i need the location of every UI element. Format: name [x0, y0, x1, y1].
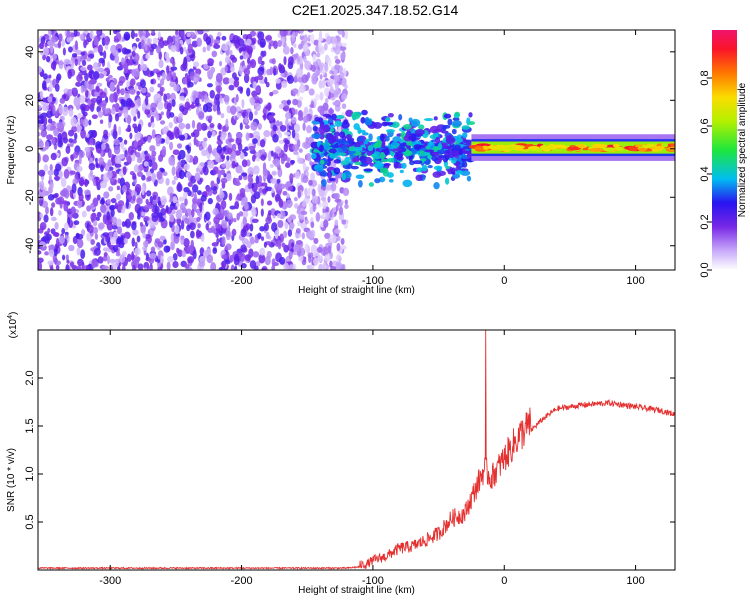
line-y-tick-label: 0.5 — [24, 514, 36, 529]
heatmap-region-signal-band — [468, 134, 675, 161]
line-y-multiplier: (x104) — [7, 312, 19, 339]
colorbar-tick-label: 0.0 — [699, 262, 711, 277]
line-x-tick-label: 100 — [626, 575, 644, 587]
heatmap-y-tick-label: 0 — [24, 146, 36, 152]
heatmap-x-tick-label: -300 — [99, 275, 121, 287]
line-y-axis-label: SNR (10 * v/v) — [6, 448, 17, 512]
colorbar-tick-label: 0.4 — [699, 166, 711, 181]
colorbar — [712, 30, 737, 270]
heatmap-y-tick-label: -20 — [24, 189, 36, 205]
heatmap-region-echoes — [309, 109, 477, 190]
heatmap-x-tick-label: -200 — [231, 275, 253, 287]
line-x-tick-label: 0 — [501, 575, 507, 587]
figure-title: C2E1.2025.347.18.52.G14 — [291, 2, 459, 18]
colorbar-tick-label: 0.6 — [699, 118, 711, 133]
heatmap-x-axis-label: Height of straight line (km) — [298, 285, 415, 296]
line-x-tick-label: -100 — [362, 575, 384, 587]
line-y-multiplier-text: (x104) — [7, 312, 19, 339]
heatmap-y-tick-label: 40 — [24, 46, 36, 58]
line-x-axis-label: Height of straight line (km) — [298, 585, 415, 596]
line-chart-frame — [37, 329, 676, 571]
heatmap-frame — [37, 29, 676, 271]
heatmap-x-tick-label: 0 — [501, 275, 507, 287]
heatmap-y-tick-label: 20 — [24, 94, 36, 106]
snr-series-line — [38, 330, 675, 570]
heatmap-region-noise — [38, 30, 350, 270]
heatmap-y-tick-label: -40 — [24, 238, 36, 254]
colorbar-label: Normalized spectral amplitude — [737, 82, 748, 217]
heatmap-x-tick-label: 100 — [626, 275, 644, 287]
line-x-tick-label: -200 — [231, 575, 253, 587]
line-y-tick-label: 1.5 — [24, 418, 36, 433]
line-x-tick-label: -300 — [99, 575, 121, 587]
colorbar-tick-label: 0.8 — [699, 70, 711, 85]
heatmap-y-axis-label: Frequency (Hz) — [6, 116, 17, 185]
line-y-tick-label: 1.0 — [24, 466, 36, 481]
heatmap-x-tick-label: -100 — [362, 275, 384, 287]
colorbar-tick-label: 0.2 — [699, 214, 711, 229]
line-y-tick-label: 2.0 — [24, 370, 36, 385]
heatmap-plot-area — [38, 30, 675, 270]
